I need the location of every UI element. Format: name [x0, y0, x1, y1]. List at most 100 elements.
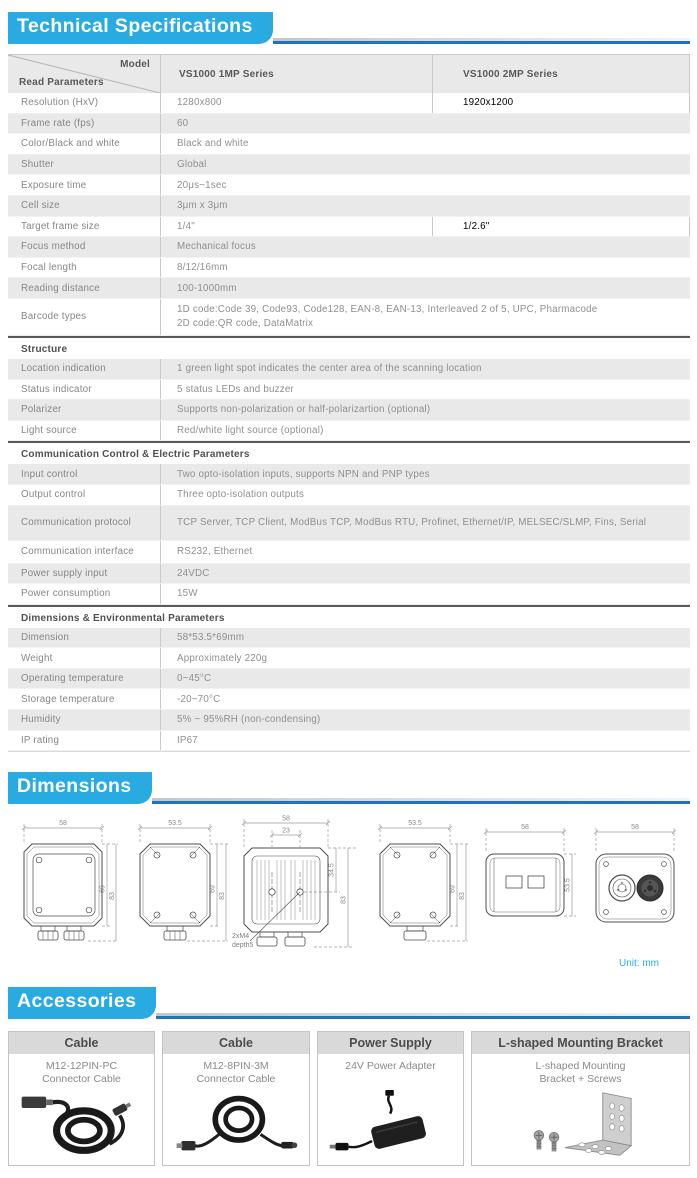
spec-value: Red/white light source (optional) — [160, 420, 690, 441]
card-header: Cable — [9, 1032, 154, 1055]
spec-label: IP rating — [21, 734, 60, 746]
table-row: Polarizer Supports non-polarization or h… — [8, 400, 690, 421]
spec-value: TCP Server, TCP Client, ModBus TCP, ModB… — [160, 505, 690, 540]
spec-value: 5 status LEDs and buzzer — [160, 379, 690, 400]
spec-label: Shutter — [21, 159, 54, 171]
header-rule — [272, 38, 690, 44]
card-header: Power Supply — [318, 1032, 463, 1055]
dim-label: 58 — [521, 824, 529, 831]
dim-label: 58 — [282, 816, 290, 823]
col-2mp-header: VS1000 2MP Series — [432, 55, 690, 93]
table-row: Weight Approximately 220g — [8, 648, 690, 669]
table-row: Resolution (HxV) 1280x800 1920x1200 — [8, 93, 690, 114]
spec-label: Color/Black and white — [21, 138, 120, 150]
spec-label: Frame rate (fps) — [21, 117, 95, 129]
spec-label: Location indication — [21, 363, 106, 375]
section-title-structure: Structure — [8, 335, 690, 359]
dim-label: 34.5 — [329, 863, 336, 877]
spec-value: Supports non-polarization or half-polari… — [160, 400, 690, 420]
dim-label: 69 — [100, 885, 107, 893]
section-title-communication: Communication Control & Electric Paramet… — [8, 441, 690, 465]
spec-label: Power consumption — [21, 588, 111, 600]
table-row: Color/Black and white Black and white — [8, 134, 690, 155]
table-row: Communication protocol TCP Server, TCP C… — [8, 505, 690, 541]
table-row: Shutter Global — [8, 154, 690, 176]
drawing-rear-view: 58 23 34.5 83 2xM4 depth5 — [232, 816, 356, 949]
spec-value: 8/12/16mm — [160, 257, 690, 278]
drawing-side-view-left: 53.5 69 83 — [137, 820, 228, 942]
table-row: Input control Two opto-isolation inputs,… — [8, 464, 690, 485]
dim-label: 23 — [282, 828, 290, 835]
spec-value: 100-1000mm — [160, 278, 690, 298]
dim-label: 83 — [341, 896, 348, 904]
accessory-cards: Cable M12-12PIN-PC Connector Cable Cable… — [8, 1031, 690, 1167]
dim-label: 53.5 — [408, 820, 422, 827]
table-row: Reading distance 100-1000mm — [8, 278, 690, 299]
table-row: Communication interface RS232, Ethernet — [8, 540, 690, 564]
table-row: Power consumption 15W — [8, 584, 690, 605]
table-row: Target frame size 1/4" 1/2.6" — [8, 216, 690, 238]
power-adapter-photo — [318, 1087, 463, 1165]
spec-label: Weight — [21, 652, 53, 664]
spec-value: Global — [160, 154, 690, 175]
dimensions-title: Dimensions — [8, 772, 152, 805]
table-row: Barcode types 1D code:Code 39, Code93, C… — [8, 298, 690, 336]
spec-value-1mp: 1/4" — [160, 216, 432, 237]
spec-label: Status indicator — [21, 383, 92, 395]
table-row: Frame rate (fps) 60 — [8, 113, 690, 135]
read-parameters-label: Read Parameters — [19, 77, 104, 88]
spec-label: Polarizer — [21, 404, 62, 416]
dim-label: 58 — [59, 820, 67, 827]
spec-value: -20~70°C — [160, 689, 690, 710]
spec-label: Exposure time — [21, 179, 87, 191]
header-rule — [156, 1013, 690, 1020]
tech-specs-header: Technical Specifications — [8, 12, 690, 44]
thread-note-line2: depth5 — [232, 942, 254, 949]
spec-label: Humidity — [21, 714, 61, 726]
spec-label: Resolution (HxV) — [21, 97, 99, 109]
dim-label: 69 — [210, 885, 217, 893]
drawing-top-view: 58 53.5 — [483, 824, 576, 917]
spec-label: Barcode types — [21, 311, 87, 323]
card-header: L-shaped Mounting Bracket — [472, 1032, 689, 1055]
dim-label: 83 — [459, 892, 466, 900]
spec-value: 58*53.5*69mm — [160, 627, 690, 648]
table-row: Exposure time 20μs~1sec — [8, 175, 690, 196]
spec-value: Mechanical focus — [160, 237, 690, 257]
accessories-title: Accessories — [8, 987, 157, 1020]
spec-label: Focus method — [21, 241, 86, 253]
spec-value-1mp: 1280x800 — [160, 93, 432, 113]
dim-label: 83 — [219, 892, 226, 900]
col-1mp-header: VS1000 1MP Series — [160, 55, 432, 93]
table-row: Dimension 58*53.5*69mm — [8, 627, 690, 649]
card-name: L-shaped Mounting Bracket + Screws — [535, 1060, 626, 1086]
barcode-1d-line: 1D code:Code 39, Code93, Code128, EAN-8,… — [177, 304, 598, 316]
spec-label: Input control — [21, 468, 78, 480]
table-row: Output control Three opto-isolation outp… — [8, 484, 690, 506]
spec-value: Black and white — [160, 134, 690, 154]
spec-label: Communication protocol — [21, 517, 132, 528]
spec-value: 20μs~1sec — [160, 175, 690, 195]
model-params-cell: Model Read Parameters — [8, 55, 160, 93]
dimensions-header: Dimensions — [8, 772, 690, 805]
bracket-photo — [472, 1087, 689, 1165]
card-name: M12-12PIN-PC Connector Cable — [42, 1060, 121, 1086]
accessory-card-power-supply: Power Supply 24V Power Adapter — [317, 1031, 464, 1167]
table-row: IP rating IP67 — [8, 730, 690, 752]
spec-value: 1 green light spot indicates the center … — [160, 358, 690, 379]
table-row: Location indication 1 green light spot i… — [8, 358, 690, 380]
card-name: M12-8PIN-3M Connector Cable — [196, 1060, 276, 1086]
spec-label: Cell size — [21, 200, 60, 212]
drawing-side-view-right: 53.5 69 83 — [377, 820, 468, 942]
table-row: Light source Red/white light source (opt… — [8, 420, 690, 442]
spec-value: 5% ~ 95%RH (non-condensing) — [160, 710, 690, 730]
table-row: Cell size 3μm x 3μm — [8, 195, 690, 217]
table-row: Humidity 5% ~ 95%RH (non-condensing) — [8, 710, 690, 731]
spec-label: Reading distance — [21, 282, 100, 294]
spec-value-2mp: 1/2.6" — [432, 216, 690, 237]
model-label: Model — [120, 59, 150, 70]
dim-label: 83 — [109, 892, 116, 900]
cable-8pin-photo — [163, 1087, 309, 1165]
spec-label: Focal length — [21, 262, 77, 274]
spec-value: RS232, Ethernet — [160, 540, 690, 563]
